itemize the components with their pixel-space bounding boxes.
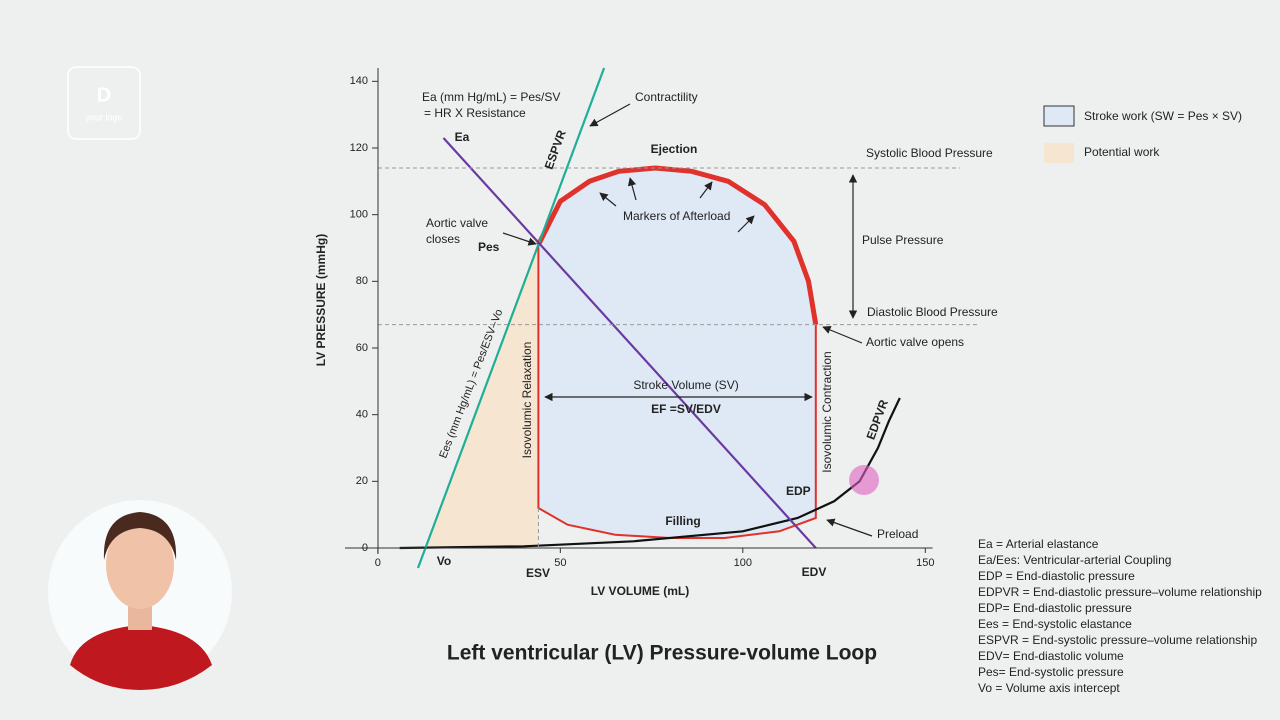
legend-swatch bbox=[1044, 143, 1074, 163]
x-tick-label: 50 bbox=[554, 557, 566, 569]
annotation: Filling bbox=[665, 514, 700, 528]
page-title: Left ventricular (LV) Pressure-volume Lo… bbox=[447, 642, 877, 665]
annotation: EDV bbox=[802, 565, 827, 579]
avatar bbox=[48, 500, 232, 690]
annotation: Preload bbox=[877, 527, 918, 541]
glossary: Ea = Arterial elastance Ea/Ees: Ventricul… bbox=[978, 537, 1262, 695]
area bbox=[537, 166, 817, 539]
annotation: EDP bbox=[786, 484, 811, 498]
y-tick-label: 0 bbox=[362, 542, 368, 554]
annotation: Pes bbox=[478, 240, 500, 254]
annotation: Isovolumic Relaxation bbox=[520, 342, 534, 459]
annotation: Diastolic Blood Pressure bbox=[867, 305, 998, 319]
y-tick-label: 100 bbox=[350, 209, 368, 221]
arrows bbox=[502, 103, 873, 537]
glossary-item: Ea/Ees: Ventricular-arterial Coupling bbox=[978, 553, 1171, 567]
logo-text: your logo bbox=[85, 112, 122, 122]
glossary-item: ESPVR = End-systolic pressure–volume rel… bbox=[978, 633, 1257, 647]
legend-swatch bbox=[1043, 105, 1075, 127]
glossary-item: Vo = Volume axis intercept bbox=[978, 681, 1120, 695]
annotation: Pulse Pressure bbox=[862, 233, 944, 247]
annotation: Aortic valve bbox=[426, 216, 488, 230]
legend: Stroke work (SW = Pes × SV) Potential wo… bbox=[1043, 105, 1242, 163]
glossary-item: Ees = End-systolic elastance bbox=[978, 617, 1132, 631]
legend-label: Potential work bbox=[1084, 145, 1160, 159]
y-axis-label: LV PRESSURE (mmHg) bbox=[314, 234, 328, 366]
annotation: closes bbox=[426, 232, 460, 246]
y-tick-label: 60 bbox=[356, 342, 368, 354]
x-axis-label: LV VOLUME (mL) bbox=[591, 584, 689, 598]
logo: D your logo bbox=[67, 66, 141, 140]
annotation: Isovolumic Contraction bbox=[820, 351, 834, 472]
annotation: Ejection bbox=[651, 142, 698, 156]
line bbox=[416, 67, 606, 569]
y-tick-label: 120 bbox=[350, 142, 368, 154]
annotation: ESV bbox=[526, 566, 550, 580]
line bbox=[442, 137, 817, 549]
cursor-highlight bbox=[849, 465, 879, 495]
annotation: Stroke Volume (SV) bbox=[633, 378, 738, 392]
glossary-item: EDP = End-diastolic pressure bbox=[978, 569, 1135, 583]
annotation: = HR X Resistance bbox=[424, 106, 526, 120]
glossary-item: EDV= End-diastolic volume bbox=[978, 649, 1124, 663]
legend-label: Stroke work (SW = Pes × SV) bbox=[1084, 109, 1242, 123]
annotation: Vo bbox=[437, 554, 451, 568]
x-tick-label: 100 bbox=[734, 557, 752, 569]
glossary-item: EDPVR = End-diastolic pressure–volume re… bbox=[978, 585, 1262, 599]
y-tick-label: 80 bbox=[356, 275, 368, 287]
glossary-item: Ea = Arterial elastance bbox=[978, 537, 1099, 551]
ejection-line bbox=[536, 165, 819, 326]
line bbox=[399, 397, 901, 550]
x-tick-label: 150 bbox=[916, 557, 934, 569]
svg-text:D: D bbox=[97, 84, 111, 106]
glossary-item: Pes= End-systolic pressure bbox=[978, 665, 1124, 679]
y-tick-label: 20 bbox=[356, 475, 368, 487]
glossary-item: EDP= End-diastolic pressure bbox=[978, 601, 1132, 615]
y-tick-label: 40 bbox=[356, 409, 368, 421]
annotation: Aortic valve opens bbox=[866, 335, 964, 349]
annotation: EF =SV/EDV bbox=[651, 402, 721, 416]
annotation: Markers of Afterload bbox=[623, 209, 730, 223]
x-tick-label: 0 bbox=[375, 557, 381, 569]
y-tick-label: 140 bbox=[350, 75, 368, 87]
series-label: Ea bbox=[455, 130, 470, 144]
annotation: Systolic Blood Pressure bbox=[866, 146, 993, 160]
annotation: Ea (mm Hg/mL) = Pes/SV bbox=[422, 90, 560, 104]
annotation: Contractility bbox=[635, 90, 698, 104]
